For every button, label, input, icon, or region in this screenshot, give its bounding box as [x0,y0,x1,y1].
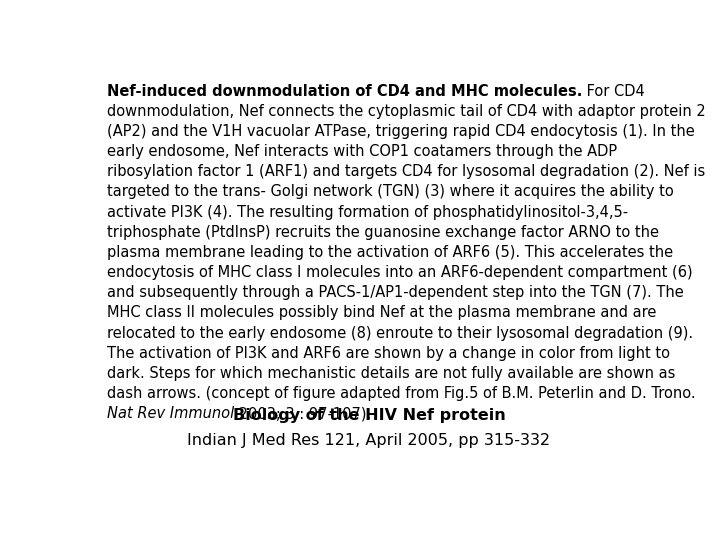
Text: Biology of the HIV Nef protein: Biology of the HIV Nef protein [233,408,505,423]
Text: For CD4: For CD4 [582,84,645,98]
Text: (AP2) and the V1H vacuolar ATPase, triggering rapid CD4 endocytosis (1). In the: (AP2) and the V1H vacuolar ATPase, trigg… [107,124,695,139]
Text: Nat Rev Immunol: Nat Rev Immunol [107,406,234,421]
Text: endocytosis of MHC class I molecules into an ARF6-dependent compartment (6): endocytosis of MHC class I molecules int… [107,265,693,280]
Text: plasma membrane leading to the activation of ARF6 (5). This accelerates the: plasma membrane leading to the activatio… [107,245,673,260]
Text: early endosome, Nef interacts with COP1 coatamers through the ADP: early endosome, Nef interacts with COP1 … [107,144,617,159]
Text: MHC class II molecules possibly bind Nef at the plasma membrane and are: MHC class II molecules possibly bind Nef… [107,305,656,320]
Text: activate PI3K (4). The resulting formation of phosphatidylinositol-3,4,5-: activate PI3K (4). The resulting formati… [107,205,628,219]
Text: 2003; 3 : 97-107).: 2003; 3 : 97-107). [234,406,372,421]
Text: triphosphate (PtdInsP) recruits the guanosine exchange factor ARNO to the: triphosphate (PtdInsP) recruits the guan… [107,225,659,240]
Text: ribosylation factor 1 (ARF1) and targets CD4 for lysosomal degradation (2). Nef : ribosylation factor 1 (ARF1) and targets… [107,164,705,179]
Text: dark. Steps for which mechanistic details are not fully available are shown as: dark. Steps for which mechanistic detail… [107,366,675,381]
Text: downmodulation, Nef connects the cytoplasmic tail of CD4 with adaptor protein 2: downmodulation, Nef connects the cytopla… [107,104,706,119]
Text: dash arrows. (concept of figure adapted from Fig.5 of B.M. Peterlin and D. Trono: dash arrows. (concept of figure adapted … [107,386,696,401]
Text: Nef-induced downmodulation of CD4 and MHC molecules.: Nef-induced downmodulation of CD4 and MH… [107,84,582,98]
Text: and subsequently through a PACS-1/AP1-dependent step into the TGN (7). The: and subsequently through a PACS-1/AP1-de… [107,285,683,300]
Text: Indian J Med Res 121, April 2005, pp 315-332: Indian J Med Res 121, April 2005, pp 315… [187,433,551,448]
Text: The activation of PI3K and ARF6 are shown by a change in color from light to: The activation of PI3K and ARF6 are show… [107,346,670,361]
Text: targeted to the trans- Golgi network (TGN) (3) where it acquires the ability to: targeted to the trans- Golgi network (TG… [107,184,673,199]
Text: relocated to the early endosome (8) enroute to their lysosomal degradation (9).: relocated to the early endosome (8) enro… [107,326,693,341]
